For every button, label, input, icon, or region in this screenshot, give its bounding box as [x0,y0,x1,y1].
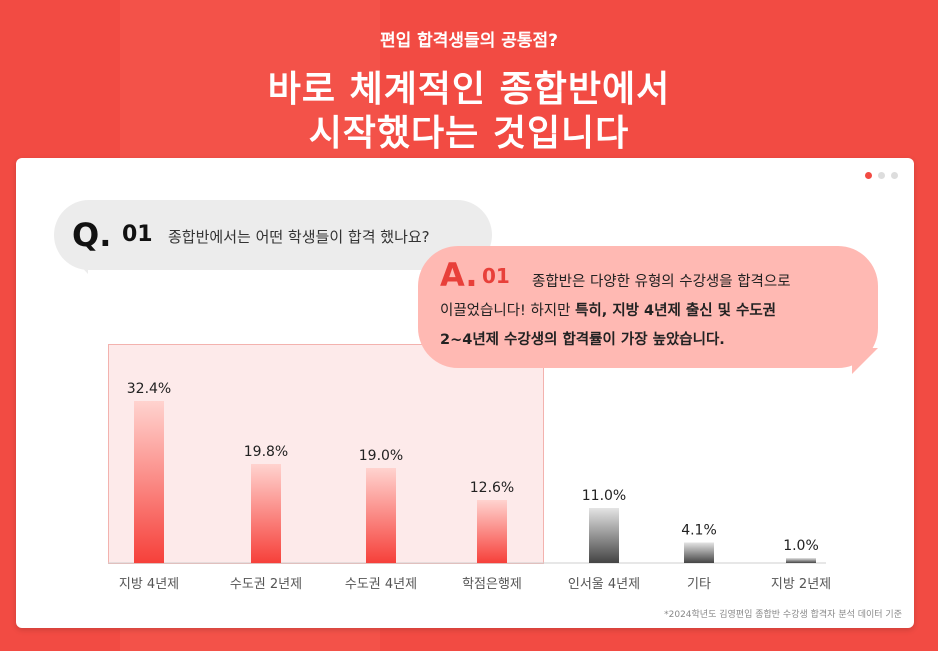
answer-line2-plain: 이끌었습니다! 하지만 [440,303,576,319]
pager-dot-3[interactable] [891,172,898,179]
bar-value-label: 1.0% [783,538,819,554]
chart-bar [366,468,396,563]
chart-bar [589,508,619,563]
pager-dot-2[interactable] [878,172,885,179]
category-label: 지방 4년제 [119,577,179,592]
bar-value-label: 32.4% [127,381,171,397]
answer-number: 01 [482,264,510,288]
category-label: 기타 [687,577,711,592]
answer-bubble: A. 01 종합반은 다양한 유형의 수강생을 합격으로 이끌었습니다! 하지만… [418,246,878,368]
chart-highlight-region [108,344,544,564]
chart-bar [251,464,281,563]
pager-dot-1[interactable] [865,172,872,179]
category-label: 수도권 4년제 [345,577,417,592]
answer-line1: 종합반은 다양한 유형의 수강생을 합격으로 [532,274,791,290]
bar-value-label: 11.0% [582,488,626,504]
chart-bar [134,401,164,563]
chart-bar [477,500,507,563]
page-title-line1: 바로 체계적인 종합반에서 [267,69,671,110]
page-title-line2: 시작했다는 것입니다 [308,113,630,154]
bar-value-label: 19.8% [244,444,288,460]
chart-bar [684,542,714,563]
question-mark-label: Q. [72,216,112,254]
bar-value-label: 19.0% [359,448,403,464]
bar-chart: 32.4% 지방 4년제 19.8% 수도권 2년제 19.0% 수도권 4년제 12.6%… [108,381,831,592]
answer-mark-label: A. [440,256,478,294]
category-label: 지방 2년제 [771,577,831,592]
category-label: 학점은행제 [462,576,522,592]
page-subtitle: 편입 합격생들의 공통점? [379,31,559,51]
slide-card: 32.4% 지방 4년제 19.8% 수도권 2년제 19.0% 수도권 4년제 12.6%… [16,158,914,628]
answer-bubble-tail [852,348,878,374]
bar-value-label: 12.6% [470,480,514,496]
answer-line2: 이끌었습니다! 하지만 특히, 지방 4년제 출신 및 수도권 [440,297,860,326]
question-bubble: Q. 01 종합반에서는 어떤 학생들이 합격 했나요? [54,200,492,270]
bar-value-label: 4.1% [681,523,717,539]
answer-text: 종합반은 다양한 유형의 수강생을 합격으로 이끌었습니다! 하지만 특히, 지… [440,268,860,355]
chart-bar [786,558,816,563]
answer-line2-bold: 특히, 지방 4년제 출신 및 수도권 [575,303,777,319]
data-source-footnote: *2024학년도 김영편입 종합반 수강생 합격자 분석 데이터 기준 [664,610,902,620]
slide-pager [865,172,898,179]
question-text: 종합반에서는 어떤 학생들이 합격 했나요? [168,228,430,246]
category-label: 수도권 2년제 [230,577,302,592]
question-bubble-tail [66,250,88,274]
answer-line3-bold: 2~4년제 수강생의 합격률이 가장 높았습니다. [440,332,725,348]
category-label: 인서울 4년제 [568,577,640,592]
question-number: 01 [122,222,153,247]
